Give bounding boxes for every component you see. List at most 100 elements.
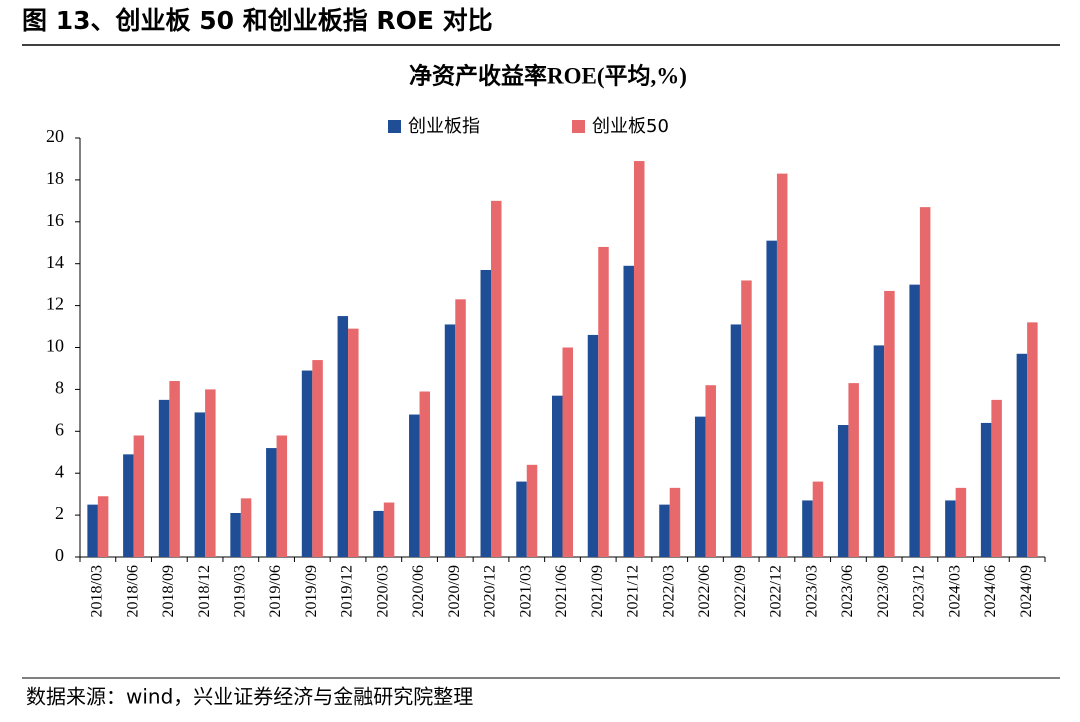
x-tick-label: 2020/09	[446, 565, 463, 617]
bar	[562, 347, 573, 557]
bar	[633, 161, 645, 558]
bar	[97, 496, 109, 557]
bar	[230, 513, 241, 557]
bar	[373, 510, 384, 557]
x-tick-label: 2023/12	[911, 565, 928, 617]
bar	[812, 481, 824, 557]
y-tick-label: 12	[46, 294, 64, 314]
bar	[205, 389, 216, 557]
bar	[409, 414, 420, 557]
bar	[837, 425, 849, 557]
bar	[455, 299, 466, 557]
page-title: 图 13、创业板 50 和创业板指 ROE 对比	[22, 6, 493, 35]
bar	[337, 316, 349, 557]
bar	[87, 504, 98, 557]
x-tick-label: 2022/03	[660, 565, 677, 617]
x-tick-label: 2020/06	[410, 565, 427, 617]
bar	[158, 399, 170, 557]
x-tick-label: 2018/12	[196, 565, 213, 617]
bar	[444, 324, 456, 557]
y-tick-label: 8	[55, 378, 64, 398]
x-tick-label: 2023/03	[803, 565, 820, 617]
bar	[348, 328, 359, 557]
bar	[730, 324, 742, 557]
legend-label: 创业板指	[408, 116, 480, 137]
y-tick-label: 20	[46, 126, 64, 146]
bar	[169, 381, 180, 557]
x-tick-label: 2023/06	[839, 565, 856, 617]
x-tick-label: 2019/06	[267, 565, 284, 617]
bar	[383, 502, 395, 557]
bar	[123, 454, 134, 557]
x-tick-label: 2021/03	[517, 565, 534, 617]
x-tick-label: 2021/09	[589, 565, 606, 617]
bar	[848, 383, 859, 557]
bar	[312, 360, 323, 557]
bar	[705, 385, 716, 557]
bar	[491, 200, 502, 557]
bar	[598, 246, 609, 557]
legend-swatch	[388, 120, 401, 133]
bar	[623, 265, 634, 557]
bar	[669, 487, 681, 557]
x-tick-label: 2022/12	[768, 565, 785, 617]
y-tick-label: 4	[55, 461, 64, 481]
bar	[552, 395, 563, 557]
bar	[873, 345, 885, 557]
y-tick-label: 10	[46, 336, 64, 356]
bar	[240, 498, 252, 557]
source-note: 数据来源：wind，兴业证券经济与金融研究院整理	[26, 685, 473, 709]
y-tick-label: 6	[55, 419, 64, 439]
bar	[766, 240, 777, 557]
legend-swatch	[572, 120, 585, 133]
bar	[980, 422, 992, 557]
x-tick-label: 2020/12	[482, 565, 499, 617]
bar	[945, 500, 956, 557]
x-tick-label: 2023/09	[875, 565, 892, 617]
bar	[909, 284, 920, 557]
bar	[526, 464, 538, 557]
bar	[659, 504, 670, 557]
bar	[884, 290, 895, 557]
bar	[480, 269, 492, 557]
bar	[694, 416, 706, 557]
x-tick-label: 2021/12	[625, 565, 642, 617]
bar	[516, 481, 527, 557]
bar	[776, 173, 788, 558]
x-tick-label: 2022/06	[696, 565, 713, 617]
x-tick-label: 2019/12	[339, 565, 356, 617]
bar	[301, 370, 313, 557]
x-tick-label: 2020/03	[374, 565, 391, 617]
bar	[955, 487, 967, 557]
bar	[741, 280, 752, 557]
bar	[802, 500, 813, 557]
x-tick-label: 2024/09	[1018, 565, 1035, 617]
bar	[266, 448, 277, 557]
bar	[919, 207, 931, 557]
x-tick-label: 2019/03	[232, 565, 249, 617]
x-tick-label: 2024/03	[946, 565, 963, 617]
x-tick-label: 2018/09	[160, 565, 177, 617]
x-tick-label: 2018/06	[124, 565, 141, 617]
x-tick-label: 2019/09	[303, 565, 320, 617]
bar	[276, 435, 288, 557]
bar	[194, 412, 206, 557]
x-tick-label: 2018/03	[89, 565, 106, 617]
x-tick-label: 2024/06	[982, 565, 999, 617]
legend-label: 创业板50	[592, 116, 669, 137]
y-tick-label: 2	[55, 503, 64, 523]
bar	[133, 435, 145, 557]
x-tick-label: 2021/06	[553, 565, 570, 617]
y-tick-label: 18	[46, 168, 64, 188]
bar	[991, 399, 1002, 557]
chart-title: 净资产收益率ROE(平均,%)	[409, 62, 687, 88]
bar	[587, 334, 599, 557]
bar	[419, 391, 431, 557]
bar	[1016, 353, 1028, 557]
y-tick-label: 0	[55, 545, 64, 565]
y-tick-label: 14	[46, 252, 64, 272]
y-tick-label: 16	[46, 210, 64, 230]
bar	[1027, 322, 1038, 557]
